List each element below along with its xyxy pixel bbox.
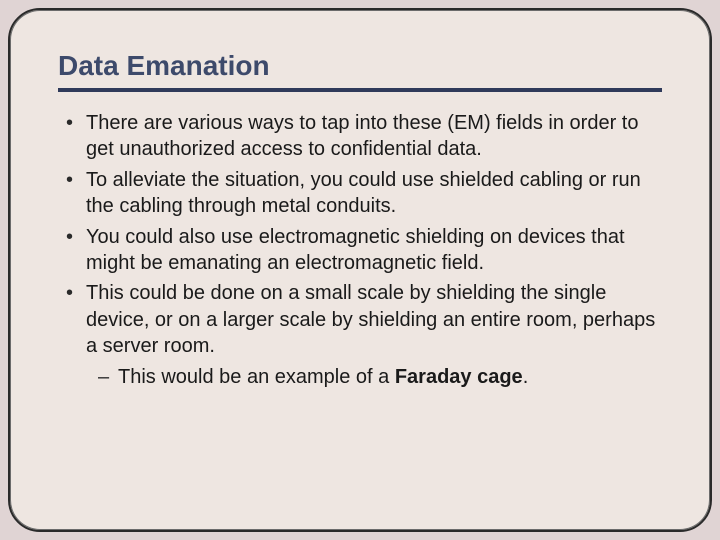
bullet-item: You could also use electromagnetic shiel… [62,224,662,277]
slide-title: Data Emanation [58,50,662,82]
bullet-item: There are various ways to tap into these… [62,110,662,163]
sub-bullet-item: This would be an example of a Faraday ca… [98,364,662,390]
bullet-item: This could be done on a small scale by s… [62,280,662,390]
slide-frame: Data Emanation There are various ways to… [8,8,712,532]
bullet-text: You could also use electromagnetic shiel… [86,226,625,274]
bullet-list: There are various ways to tap into these… [58,110,662,390]
sub-list: This would be an example of a Faraday ca… [86,364,662,390]
sub-bullet-suffix: . [523,366,529,388]
sub-bullet-bold: Faraday cage [395,366,523,388]
bullet-text: There are various ways to tap into these… [86,112,638,160]
bullet-item: To alleviate the situation, you could us… [62,167,662,220]
bullet-text: This could be done on a small scale by s… [86,282,655,357]
title-underline [58,88,662,92]
bullet-text: To alleviate the situation, you could us… [86,169,641,217]
sub-bullet-prefix: This would be an example of a [118,366,395,388]
